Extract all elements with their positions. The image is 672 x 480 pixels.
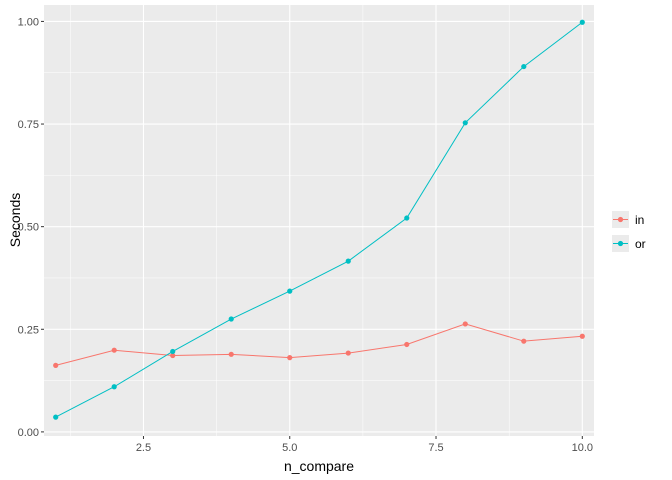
data-point-in: [579, 333, 585, 339]
minor-gridlines: [44, 5, 594, 436]
data-point-or: [170, 348, 176, 355]
data-point-in: [345, 350, 351, 356]
y-tick-label: 0.25: [18, 324, 39, 336]
data-point-in: [287, 354, 293, 361]
data-point-or: [287, 288, 293, 294]
data-point-in: [462, 321, 468, 327]
x-axis: 2.5 5.0 7.5 10.0: [136, 436, 593, 454]
data-point-or: [345, 258, 351, 264]
data-point-in: [228, 351, 234, 357]
x-tick-label: 10.0: [572, 442, 593, 454]
y-tick-label: 1.00: [18, 16, 39, 28]
x-axis-title: n_compare: [284, 458, 354, 474]
y-tick-label: 0.00: [18, 427, 39, 439]
y-tick-label: 0.75: [18, 119, 39, 131]
series-line-in: [55, 323, 583, 366]
series-layer: [53, 19, 585, 420]
data-point-or: [579, 19, 585, 25]
y-tick-label: 0.50: [18, 222, 39, 234]
data-point-in: [404, 341, 410, 348]
legend: in or: [612, 211, 646, 252]
plot-panel: [44, 5, 594, 436]
data-point-in: [521, 338, 527, 344]
data-point-or: [53, 414, 59, 420]
y-axis-title: Seconds: [7, 193, 23, 247]
data-point-or: [404, 215, 410, 221]
legend-label-or: or: [635, 237, 646, 251]
x-tick-label: 7.5: [428, 442, 443, 454]
data-point-in: [170, 352, 176, 359]
data-point-in: [111, 347, 117, 353]
x-tick-label: 2.5: [136, 442, 151, 454]
data-point-or: [228, 316, 234, 322]
series-line-or: [55, 21, 583, 418]
legend-label-in: in: [635, 213, 644, 227]
data-point-or: [521, 63, 527, 70]
major-gridlines: [44, 5, 594, 436]
y-axis: 0.00 0.25 0.50 0.75 1.00: [18, 16, 44, 439]
legend-marker-or: [617, 240, 624, 247]
data-point-or: [111, 384, 117, 390]
legend-marker-in: [617, 216, 624, 223]
x-tick-label: 5.0: [282, 442, 297, 454]
data-point-in: [53, 362, 59, 368]
data-point-or: [462, 120, 468, 126]
